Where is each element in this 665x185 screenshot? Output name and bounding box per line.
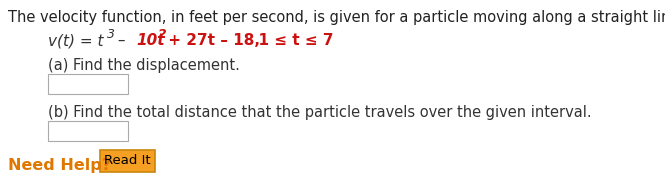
Text: v(t) = t: v(t) = t bbox=[48, 33, 104, 48]
Text: 10t: 10t bbox=[136, 33, 164, 48]
FancyBboxPatch shape bbox=[100, 150, 155, 172]
Text: (a) Find the displacement.: (a) Find the displacement. bbox=[48, 58, 240, 73]
Text: Read It: Read It bbox=[104, 154, 151, 167]
Bar bbox=[48, 74, 128, 94]
Text: The velocity function, in feet per second, is given for a particle moving along : The velocity function, in feet per secon… bbox=[8, 10, 665, 25]
Text: + 27t – 18,: + 27t – 18, bbox=[163, 33, 260, 48]
Bar bbox=[48, 121, 128, 141]
Text: –: – bbox=[113, 33, 130, 48]
Text: (b) Find the total distance that the particle travels over the given interval.: (b) Find the total distance that the par… bbox=[48, 105, 592, 120]
Text: 3: 3 bbox=[107, 28, 115, 41]
Text: 2: 2 bbox=[158, 28, 167, 41]
Text: 1 ≤ t ≤ 7: 1 ≤ t ≤ 7 bbox=[248, 33, 334, 48]
Text: Need Help?: Need Help? bbox=[8, 158, 111, 173]
